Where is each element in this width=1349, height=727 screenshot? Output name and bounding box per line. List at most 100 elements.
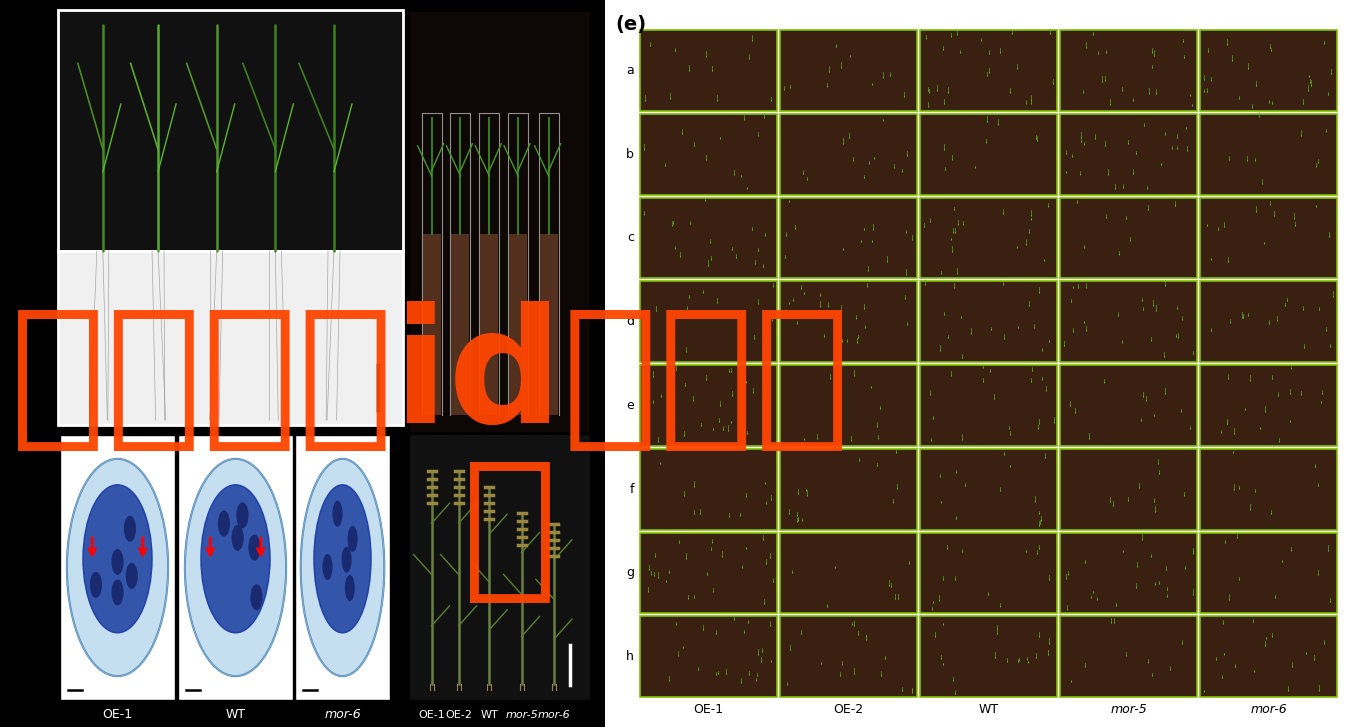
Bar <box>1201 281 1337 362</box>
Ellipse shape <box>348 526 357 552</box>
Bar <box>480 234 498 415</box>
Text: WT: WT <box>978 703 998 716</box>
Ellipse shape <box>112 549 124 575</box>
Bar <box>1060 365 1197 446</box>
Text: g: g <box>626 566 634 579</box>
Text: WT: WT <box>206 437 227 450</box>
Bar <box>639 449 777 529</box>
Text: mor-6: mor-6 <box>316 437 352 450</box>
Bar <box>295 435 390 700</box>
Text: 意: 意 <box>463 453 558 608</box>
Ellipse shape <box>301 459 384 676</box>
Ellipse shape <box>112 579 124 606</box>
Bar <box>604 0 1349 727</box>
Text: WT: WT <box>225 708 246 721</box>
Text: 游戏名字id干净诗: 游戏名字id干净诗 <box>9 300 850 456</box>
Bar <box>780 30 917 111</box>
Bar <box>1060 198 1197 278</box>
Bar <box>780 365 917 446</box>
Ellipse shape <box>185 459 286 676</box>
Text: OE-2: OE-2 <box>143 437 173 450</box>
Bar <box>920 30 1058 111</box>
Bar <box>920 281 1058 362</box>
Bar <box>59 435 175 700</box>
Text: mor-6: mor-6 <box>538 710 571 720</box>
Ellipse shape <box>90 572 103 598</box>
Bar <box>639 616 777 697</box>
Bar <box>1060 449 1197 529</box>
Text: a: a <box>626 64 634 77</box>
Text: OE-2: OE-2 <box>445 710 472 720</box>
Bar <box>1201 198 1337 278</box>
Ellipse shape <box>314 485 371 632</box>
Bar <box>639 365 777 446</box>
Bar <box>1060 113 1197 195</box>
Text: OE-1: OE-1 <box>418 710 445 720</box>
Bar <box>540 234 557 415</box>
Bar <box>1201 30 1337 111</box>
Text: e: e <box>626 399 634 412</box>
Bar <box>639 198 777 278</box>
Bar <box>410 435 590 700</box>
Ellipse shape <box>345 575 355 601</box>
Ellipse shape <box>332 501 343 526</box>
Bar <box>780 532 917 614</box>
Bar <box>1060 532 1197 614</box>
Text: f: f <box>630 483 634 496</box>
Text: mor-5: mor-5 <box>256 437 294 450</box>
Text: (e): (e) <box>615 15 646 34</box>
Ellipse shape <box>67 459 169 676</box>
Ellipse shape <box>341 547 352 573</box>
Text: b: b <box>626 148 634 161</box>
Ellipse shape <box>236 502 248 529</box>
Bar <box>1201 449 1337 529</box>
Bar <box>58 251 403 425</box>
Text: OE-1: OE-1 <box>88 437 117 450</box>
Text: mor-5: mor-5 <box>1110 703 1147 716</box>
Bar <box>1060 616 1197 697</box>
Bar <box>422 234 441 415</box>
Bar <box>58 10 403 251</box>
Bar <box>1201 365 1337 446</box>
Bar <box>780 281 917 362</box>
Ellipse shape <box>219 510 231 537</box>
Text: mor-5: mor-5 <box>506 710 538 720</box>
Bar <box>780 616 917 697</box>
Bar <box>920 365 1058 446</box>
Ellipse shape <box>124 515 136 542</box>
Bar <box>920 113 1058 195</box>
Ellipse shape <box>251 585 263 610</box>
Bar <box>410 12 590 432</box>
Text: c: c <box>627 231 634 244</box>
Bar <box>452 234 469 415</box>
Bar <box>509 234 527 415</box>
Text: OE-1: OE-1 <box>103 708 132 721</box>
Text: d: d <box>626 315 634 328</box>
Bar <box>920 198 1058 278</box>
Bar <box>1201 532 1337 614</box>
Ellipse shape <box>322 554 333 580</box>
Ellipse shape <box>232 525 244 551</box>
Bar <box>920 616 1058 697</box>
Text: OE-1: OE-1 <box>693 703 723 716</box>
Bar <box>780 198 917 278</box>
Ellipse shape <box>248 534 260 561</box>
Text: mor-6: mor-6 <box>324 708 362 721</box>
Bar <box>1060 30 1197 111</box>
Bar <box>639 30 777 111</box>
Ellipse shape <box>125 563 138 589</box>
Bar <box>178 435 293 700</box>
Ellipse shape <box>201 485 270 632</box>
Bar <box>780 449 917 529</box>
Text: mor-6: mor-6 <box>1251 703 1287 716</box>
Text: OE-2: OE-2 <box>834 703 863 716</box>
Bar <box>780 113 917 195</box>
Bar <box>920 532 1058 614</box>
Ellipse shape <box>84 485 152 632</box>
Bar <box>1201 616 1337 697</box>
Bar <box>1060 281 1197 362</box>
Bar <box>639 281 777 362</box>
Bar <box>1201 113 1337 195</box>
Bar <box>920 449 1058 529</box>
Text: h: h <box>626 650 634 663</box>
